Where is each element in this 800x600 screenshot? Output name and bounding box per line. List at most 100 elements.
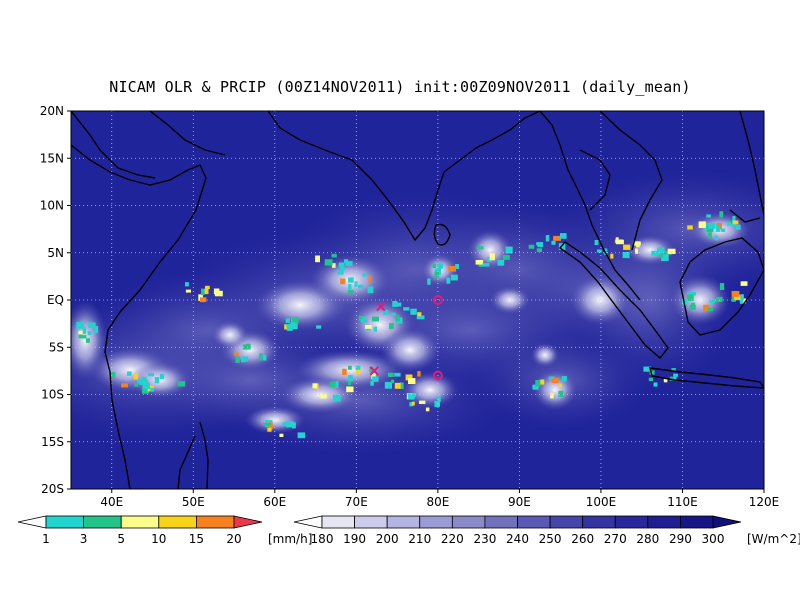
precip-cell (142, 382, 150, 390)
cloud-field (71, 170, 764, 455)
colorbar-label: 190 (343, 532, 366, 546)
precip-cell (340, 265, 345, 271)
precip-cell (371, 373, 376, 380)
precip-cell (370, 380, 374, 386)
precip-cell (536, 248, 542, 252)
precip-cell (688, 291, 696, 296)
precip-cell (121, 383, 128, 388)
precip-cell (727, 221, 731, 226)
precip-cell (482, 263, 490, 267)
y-tick-label: 20S (41, 482, 64, 496)
storm-x-marker (376, 301, 386, 312)
x-tick-label: 110E (667, 495, 698, 509)
precip-cell (597, 249, 602, 253)
precip-cell (358, 284, 364, 289)
precip-cell (355, 365, 361, 370)
precip-cell (643, 366, 652, 372)
precip-cell (409, 402, 413, 407)
precip-cell (536, 242, 540, 246)
y-tick-label: 10S (41, 388, 64, 402)
map-title: NICAM OLR & PRCIP (00Z14NOV2011) init:00… (109, 78, 691, 96)
x-tick-label: 90E (508, 495, 531, 509)
precip-cell (290, 322, 298, 330)
precip-cell (528, 244, 535, 249)
x-tick-label: 40E (100, 495, 123, 509)
precip-cell (348, 277, 354, 283)
cloud-mass (245, 406, 305, 434)
precip-cell (133, 373, 139, 380)
precip-cell (558, 383, 562, 388)
precip-cell (698, 221, 706, 228)
precip-cell (185, 282, 189, 287)
precip-cell (285, 421, 294, 428)
colorbar-label: 290 (669, 532, 692, 546)
precip-cell (241, 357, 246, 363)
precip-cell (560, 233, 567, 239)
colorbar-end-high (233, 515, 263, 529)
precip-cell (661, 254, 669, 262)
precip-cell (292, 422, 296, 429)
precip-cell (263, 423, 271, 426)
precip-cell (205, 285, 210, 290)
precip-cell (347, 381, 351, 386)
precip-cell (387, 372, 394, 377)
precip-cell (362, 273, 367, 277)
precip-cell (154, 377, 160, 384)
colorbar-label: 240 (506, 532, 529, 546)
precip-cell (94, 326, 99, 333)
precip-cell (475, 260, 484, 265)
precip-cell (344, 259, 349, 264)
precip-cell (395, 302, 402, 307)
precip-cell (476, 246, 484, 250)
precip-cell (706, 214, 711, 218)
colorbar-swatch (158, 515, 197, 529)
precip-cell (410, 308, 417, 315)
precip-cell (561, 376, 567, 382)
precip-cell (707, 232, 712, 239)
precip-cell (658, 254, 663, 258)
precip-cell (142, 379, 149, 385)
precip-cell (87, 331, 92, 336)
storm-o-marker (432, 295, 443, 305)
precip-cell (425, 407, 430, 412)
precip-cell (383, 309, 389, 316)
precip-cell (455, 264, 459, 269)
precip-cell (137, 379, 143, 384)
storm-o-marker (432, 370, 443, 381)
precip-cell (663, 377, 668, 383)
precip-cell (622, 252, 630, 259)
precip-cell (719, 211, 724, 218)
precip-cell (320, 394, 327, 399)
precip-cell (394, 382, 401, 389)
precip-cell (391, 312, 396, 316)
precip-cell (150, 387, 155, 391)
precip-cell (437, 263, 443, 269)
precip-cell (537, 242, 544, 248)
colorbar-swatch (419, 515, 453, 529)
precip-cell (389, 323, 394, 330)
colorbar-swatch (120, 515, 160, 529)
precip-cell (394, 372, 401, 377)
precip-cell (489, 253, 495, 261)
precip-cell (201, 288, 205, 296)
precip-cell (354, 281, 358, 287)
precip-cell (551, 378, 559, 384)
y-tick-label: 15N (40, 151, 64, 165)
y-tick-label: EQ (47, 293, 64, 307)
x-tick-label: 120E (749, 495, 780, 509)
colorbar-swatch (549, 515, 584, 529)
precip-cell (734, 294, 741, 300)
storm-x-marker (369, 366, 379, 376)
precip-cell (395, 315, 400, 322)
precip-cell (329, 381, 336, 388)
colorbar-swatch (484, 515, 518, 529)
precip-cell (345, 261, 353, 266)
precip-cell (245, 343, 251, 348)
precip-cell (334, 383, 339, 388)
precip-cell (335, 381, 339, 385)
precip-cell (312, 383, 318, 389)
precip-cell (434, 401, 440, 408)
precip-cell (203, 288, 209, 295)
olr-colorbar: 180 190 200 210 220 230 240 250 260 270 280 290 300 [… (293, 515, 800, 546)
precip-cell (450, 274, 458, 281)
